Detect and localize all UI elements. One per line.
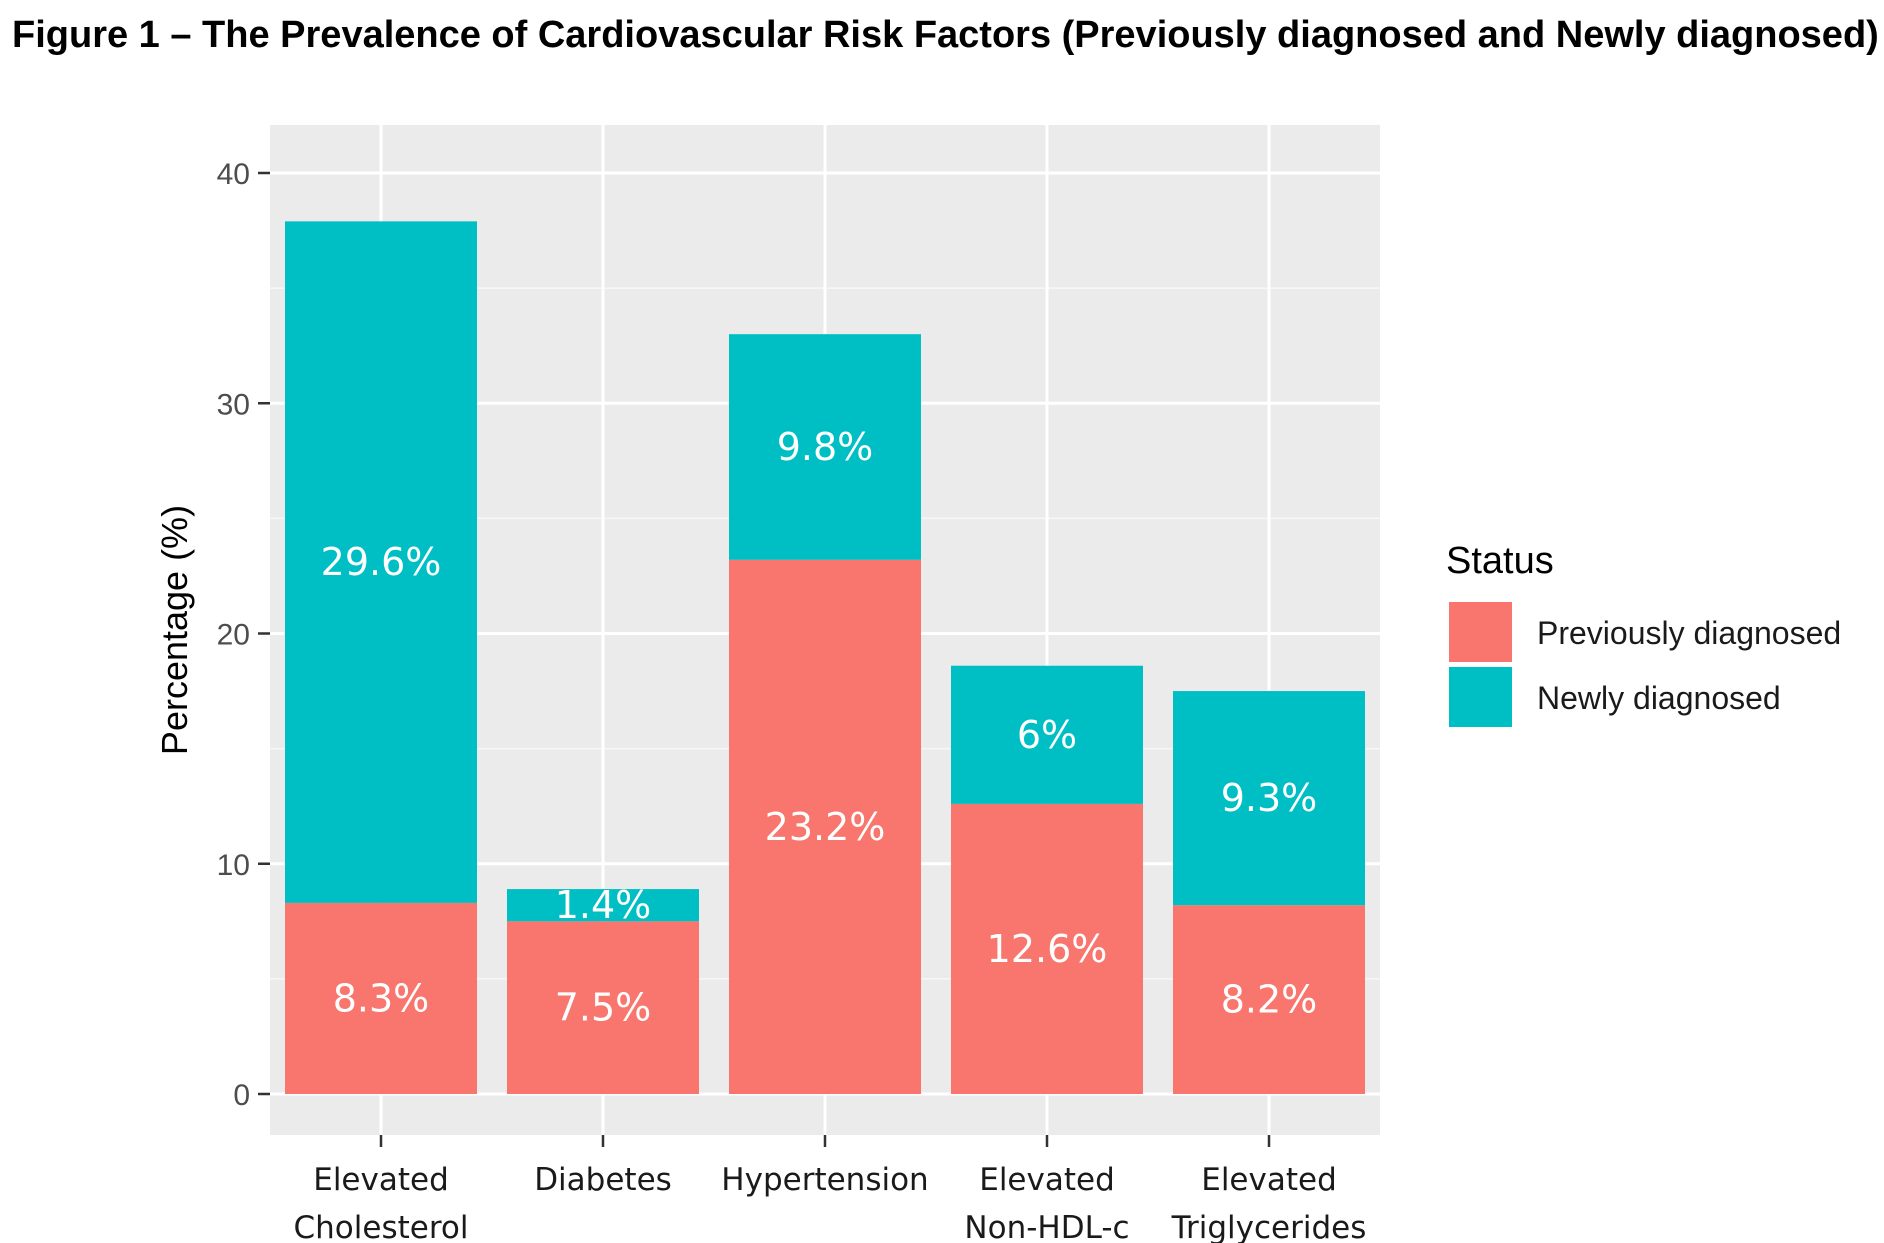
x-category-label: Elevated: [313, 1162, 449, 1198]
y-tick-label: 30: [217, 388, 250, 421]
x-category-label: Elevated: [1201, 1162, 1337, 1198]
x-category-label: Diabetes: [534, 1162, 672, 1198]
bar-segment-newly-4: [1173, 691, 1365, 906]
data-label: 8.2%: [1221, 978, 1318, 1022]
x-category-label: Cholesterol: [294, 1210, 469, 1243]
bar-segment-newly-1: [507, 889, 699, 922]
legend-title: Status: [1446, 540, 1554, 582]
bar-segment-previously-2: [729, 559, 921, 1094]
x-category-label: Elevated: [979, 1162, 1115, 1198]
y-tick-label: 40: [217, 158, 250, 191]
bar-segment-newly-0: [285, 221, 477, 903]
bar-segment-previously-1: [507, 921, 699, 1094]
legend: Status Previously diagnosed Newly diagnose…: [1446, 540, 1841, 727]
legend-key-newly: [1449, 667, 1512, 727]
bars: 8.3% 29.6% 7.5% 1.4% 23.2% 9.8% 12.6% 6% 8.2% 9.3…: [285, 221, 1365, 1094]
data-label: 8.3%: [333, 976, 430, 1020]
legend-key-previously: [1449, 602, 1512, 662]
data-label: 12.6%: [987, 927, 1108, 971]
y-tick-label: 0: [233, 1079, 250, 1112]
data-label: 7.5%: [555, 986, 652, 1030]
legend-label: Previously diagnosed: [1537, 615, 1841, 651]
bar-segment-previously-0: [285, 902, 477, 1094]
data-label: 1.4%: [555, 883, 652, 927]
x-category-label: Hypertension: [721, 1162, 928, 1198]
x-category-label: Triglycerides: [1171, 1210, 1367, 1243]
axes: 0 10 20 30 40 Elevated Cholesterol Diabetes Hype…: [154, 158, 1366, 1243]
data-label: 29.6%: [321, 540, 442, 584]
y-tick-label: 20: [217, 619, 250, 652]
bar-segment-newly-3: [951, 665, 1143, 804]
bar-segment-newly-2: [729, 334, 921, 560]
data-label: 9.3%: [1221, 776, 1318, 820]
y-tick-label: 10: [217, 849, 250, 882]
bar-segment-previously-3: [951, 803, 1143, 1094]
data-label: 9.8%: [777, 425, 874, 469]
legend-label: Newly diagnosed: [1537, 680, 1781, 716]
data-label: 6%: [1017, 713, 1077, 757]
chart-title: Figure 1 – The Prevalence of Cardiovascu…: [12, 14, 1879, 56]
y-axis-title: Percentage (%): [154, 505, 195, 755]
x-category-label: Non-HDL-c: [964, 1210, 1129, 1243]
data-label: 23.2%: [765, 805, 886, 849]
bar-segment-previously-4: [1173, 905, 1365, 1094]
